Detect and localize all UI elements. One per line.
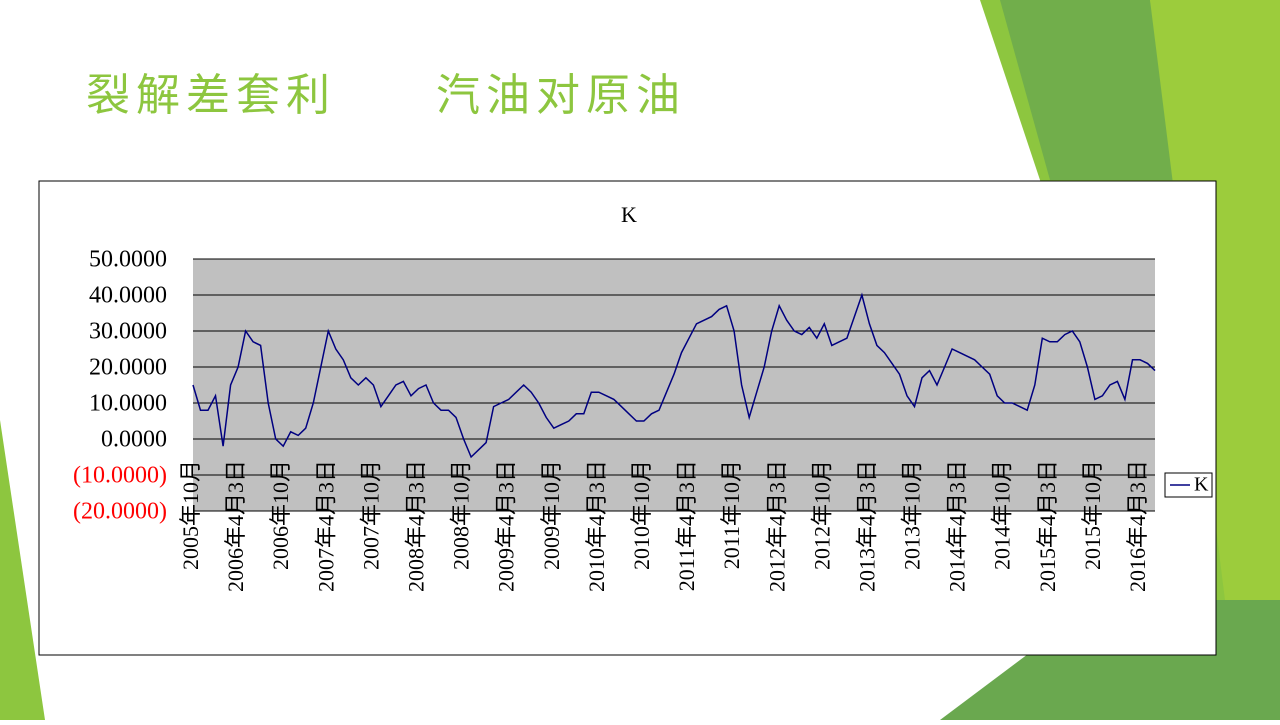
y-tick-label: 30.0000 xyxy=(89,319,167,345)
slide-title: 裂解差套利 汽油对原油 xyxy=(86,71,686,120)
x-tick-label: 2012年10月 xyxy=(809,460,834,570)
x-tick-label: 2015年4月3日 xyxy=(1035,460,1060,592)
x-tick-label: 2010年4月3日 xyxy=(584,460,609,592)
chart-title: K xyxy=(621,202,637,227)
y-tick-label: (20.0000) xyxy=(73,499,167,525)
y-tick-label: 40.0000 xyxy=(89,283,167,309)
x-tick-label: 2007年10月 xyxy=(358,460,383,570)
x-tick-label: 2012年4月3日 xyxy=(764,460,789,592)
x-tick-label: 2008年10月 xyxy=(449,460,474,570)
y-tick-label: 0.0000 xyxy=(101,427,167,453)
y-tick-label: (10.0000) xyxy=(73,463,167,489)
x-tick-label: 2011年4月3日 xyxy=(674,460,699,591)
y-tick-label: 50.0000 xyxy=(89,247,167,273)
x-tick-label: 2010年10月 xyxy=(629,460,654,570)
x-tick-label: 2009年10月 xyxy=(539,460,564,570)
x-tick-label: 2015年10月 xyxy=(1080,460,1105,570)
decor xyxy=(0,420,45,720)
x-tick-label: 2014年4月3日 xyxy=(945,460,970,592)
x-tick-label: 2013年4月3日 xyxy=(854,460,879,592)
x-tick-label: 2011年10月 xyxy=(719,460,744,569)
x-tick-label: 2009年4月3日 xyxy=(494,460,519,592)
decor xyxy=(1000,0,1180,180)
legend-label: K xyxy=(1194,474,1209,496)
y-tick-label: 20.0000 xyxy=(89,355,167,381)
x-tick-label: 2008年4月3日 xyxy=(404,460,429,592)
x-tick-label: 2007年4月3日 xyxy=(313,460,338,592)
plot-area xyxy=(193,259,1155,511)
y-tick-label: 10.0000 xyxy=(89,391,167,417)
x-tick-label: 2006年10月 xyxy=(268,460,293,570)
x-tick-label: 2005年10月 xyxy=(178,460,203,570)
x-tick-label: 2013年10月 xyxy=(900,460,925,570)
x-tick-label: 2014年10月 xyxy=(990,460,1015,570)
series-line xyxy=(192,292,1156,459)
x-tick-label: 2006年4月3日 xyxy=(223,460,248,592)
x-tick-label: 2016年4月3日 xyxy=(1125,460,1150,592)
